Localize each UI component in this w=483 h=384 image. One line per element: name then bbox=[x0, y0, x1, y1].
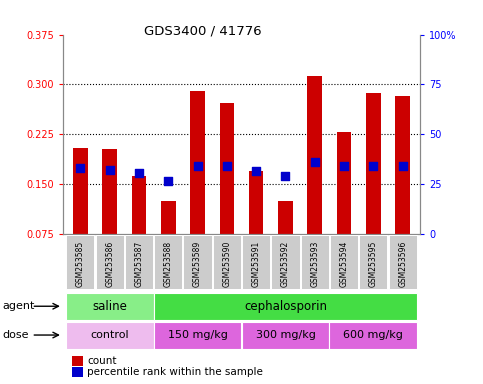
Point bbox=[223, 162, 231, 169]
Bar bbox=[132, 176, 146, 234]
Bar bbox=[395, 96, 410, 234]
Point bbox=[135, 170, 143, 176]
Bar bbox=[329, 321, 417, 349]
Text: GDS3400 / 41776: GDS3400 / 41776 bbox=[144, 25, 262, 38]
Bar bbox=[242, 321, 329, 349]
Text: saline: saline bbox=[92, 300, 127, 313]
Point bbox=[311, 159, 319, 166]
FancyBboxPatch shape bbox=[330, 235, 358, 290]
Text: GSM253590: GSM253590 bbox=[222, 241, 231, 287]
Text: dose: dose bbox=[2, 330, 29, 340]
Point bbox=[252, 168, 260, 174]
Point bbox=[369, 162, 377, 169]
Text: GSM253596: GSM253596 bbox=[398, 241, 407, 287]
Text: GSM253591: GSM253591 bbox=[252, 241, 261, 287]
Text: GSM253595: GSM253595 bbox=[369, 241, 378, 287]
FancyBboxPatch shape bbox=[154, 235, 182, 290]
Point bbox=[194, 163, 201, 169]
Point bbox=[106, 167, 114, 173]
Bar bbox=[220, 103, 234, 234]
Bar bbox=[154, 293, 417, 320]
FancyBboxPatch shape bbox=[96, 235, 124, 290]
Bar bbox=[66, 293, 154, 320]
Text: count: count bbox=[87, 356, 116, 366]
Text: GSM253592: GSM253592 bbox=[281, 241, 290, 287]
Text: GSM253588: GSM253588 bbox=[164, 241, 173, 287]
Point bbox=[164, 178, 172, 184]
Bar bbox=[102, 149, 117, 234]
Point bbox=[76, 165, 84, 171]
Text: GSM253587: GSM253587 bbox=[134, 241, 143, 287]
Text: cephalosporin: cephalosporin bbox=[244, 300, 327, 313]
Bar bbox=[161, 201, 176, 234]
FancyBboxPatch shape bbox=[125, 235, 153, 290]
Bar bbox=[66, 321, 154, 349]
FancyBboxPatch shape bbox=[271, 235, 299, 290]
Text: control: control bbox=[90, 330, 129, 340]
Bar bbox=[366, 93, 381, 234]
Bar bbox=[190, 91, 205, 234]
Bar bbox=[278, 201, 293, 234]
Text: agent: agent bbox=[2, 301, 35, 311]
Text: 150 mg/kg: 150 mg/kg bbox=[168, 330, 227, 340]
Text: GSM253585: GSM253585 bbox=[76, 241, 85, 287]
FancyBboxPatch shape bbox=[66, 235, 95, 290]
Point bbox=[282, 172, 289, 179]
FancyBboxPatch shape bbox=[184, 235, 212, 290]
Bar bbox=[337, 132, 351, 234]
Bar bbox=[249, 171, 263, 234]
Text: 300 mg/kg: 300 mg/kg bbox=[256, 330, 315, 340]
FancyBboxPatch shape bbox=[242, 235, 270, 290]
Bar bbox=[73, 148, 88, 234]
Bar bbox=[154, 321, 242, 349]
Point bbox=[340, 162, 348, 169]
Text: 600 mg/kg: 600 mg/kg bbox=[343, 330, 403, 340]
Point bbox=[399, 162, 407, 169]
Bar bbox=[307, 76, 322, 234]
Text: GSM253589: GSM253589 bbox=[193, 241, 202, 287]
Text: GSM253594: GSM253594 bbox=[340, 241, 349, 287]
Text: percentile rank within the sample: percentile rank within the sample bbox=[87, 367, 263, 377]
FancyBboxPatch shape bbox=[301, 235, 329, 290]
Text: GSM253586: GSM253586 bbox=[105, 241, 114, 287]
Text: GSM253593: GSM253593 bbox=[310, 241, 319, 287]
FancyBboxPatch shape bbox=[359, 235, 387, 290]
FancyBboxPatch shape bbox=[213, 235, 241, 290]
FancyBboxPatch shape bbox=[388, 235, 417, 290]
